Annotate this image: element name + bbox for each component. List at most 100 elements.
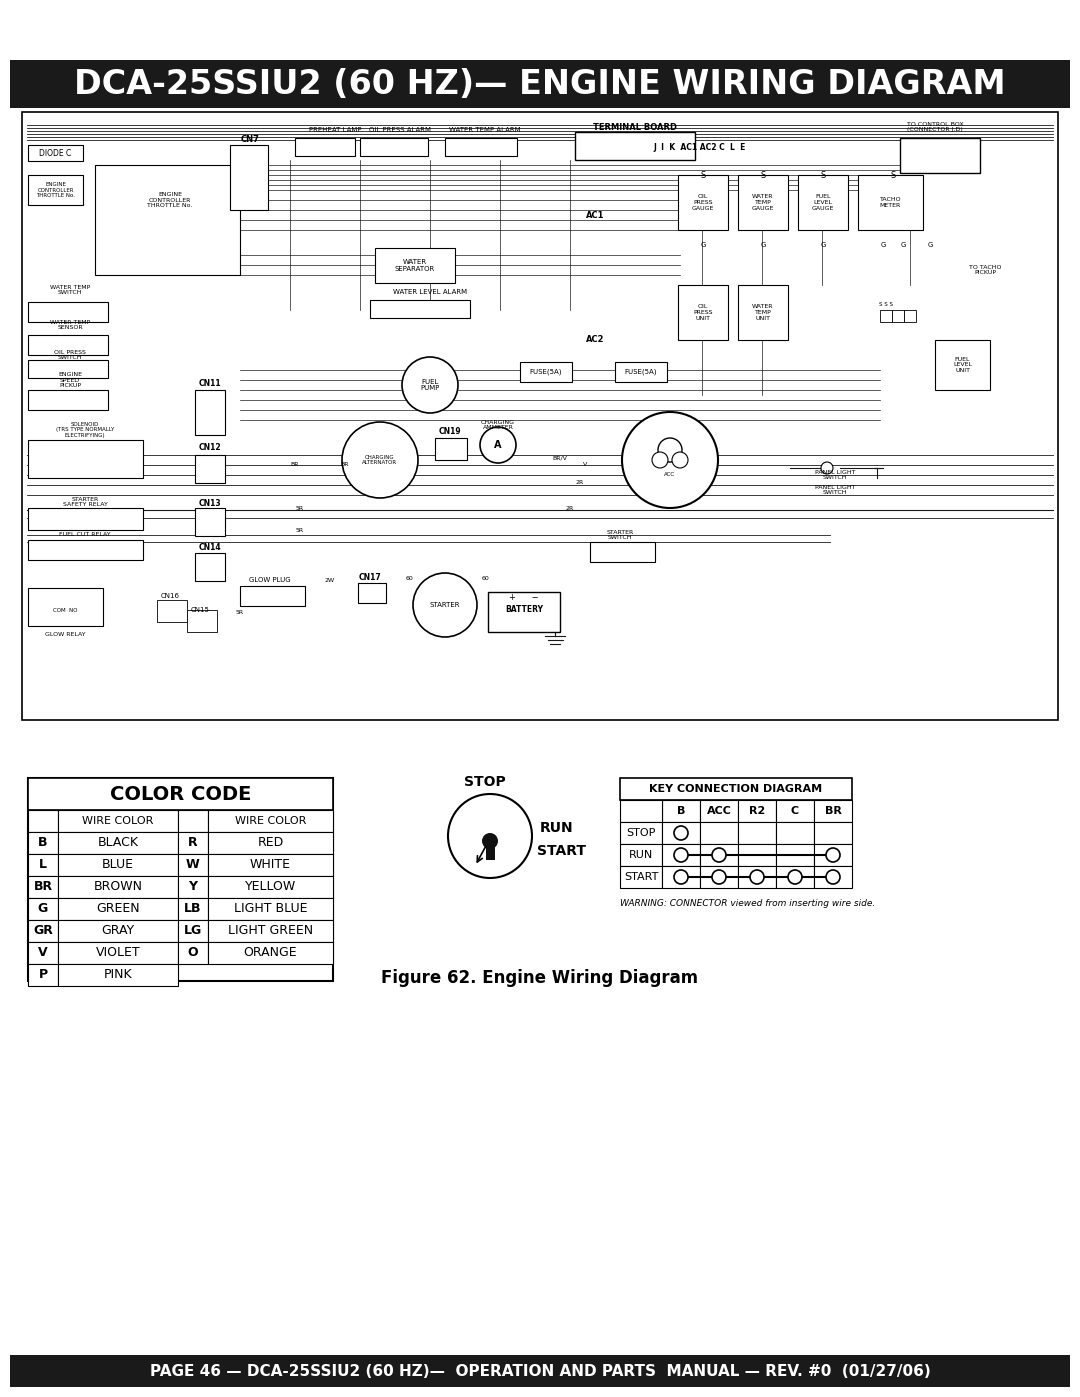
Text: YELLOW: YELLOW xyxy=(245,880,296,894)
Text: V: V xyxy=(38,947,48,960)
Text: G: G xyxy=(700,242,705,249)
Text: LB: LB xyxy=(185,902,202,915)
Text: J  I  K  AC1 AC2 C  L  E: J I K AC1 AC2 C L E xyxy=(653,144,746,152)
Bar xyxy=(178,898,208,921)
Text: GREEN: GREEN xyxy=(96,902,139,915)
Bar xyxy=(678,175,728,231)
Text: Figure 62. Engine Wiring Diagram: Figure 62. Engine Wiring Diagram xyxy=(381,970,699,988)
Text: W: W xyxy=(186,859,200,872)
Bar xyxy=(58,876,178,898)
Bar xyxy=(208,810,333,833)
Text: FUEL
PUMP: FUEL PUMP xyxy=(420,379,440,391)
Bar xyxy=(814,844,852,866)
Bar xyxy=(370,300,470,319)
Text: 5R: 5R xyxy=(235,609,244,615)
Bar xyxy=(678,285,728,339)
Text: WATER TEMP
SWITCH: WATER TEMP SWITCH xyxy=(50,285,90,295)
Bar xyxy=(10,1355,1070,1387)
Bar xyxy=(777,866,814,888)
Text: BR: BR xyxy=(824,806,841,816)
Text: BLUE: BLUE xyxy=(102,859,134,872)
Text: START: START xyxy=(624,872,658,882)
Text: 60: 60 xyxy=(406,576,414,581)
Bar xyxy=(814,866,852,888)
Text: 60: 60 xyxy=(481,576,489,581)
Text: S: S xyxy=(821,170,825,179)
Text: +      −: + − xyxy=(509,594,539,602)
Bar xyxy=(738,844,777,866)
Text: FUSE(5A): FUSE(5A) xyxy=(624,369,658,376)
Text: S: S xyxy=(890,170,895,179)
Circle shape xyxy=(750,870,764,884)
Bar xyxy=(486,835,495,861)
Bar xyxy=(777,821,814,844)
Text: B: B xyxy=(38,837,48,849)
Text: WIRE COLOR: WIRE COLOR xyxy=(82,816,153,826)
Circle shape xyxy=(448,793,532,877)
Circle shape xyxy=(652,453,669,468)
Text: PANEL LIGHT
SWITCH: PANEL LIGHT SWITCH xyxy=(814,485,855,496)
Text: ENGINE
CONTROLLER
THROTTLE No.: ENGINE CONTROLLER THROTTLE No. xyxy=(147,191,192,208)
Text: ACC: ACC xyxy=(706,806,731,816)
Text: S: S xyxy=(760,170,766,179)
Bar xyxy=(58,810,178,833)
Bar xyxy=(700,800,738,821)
Bar xyxy=(880,310,892,321)
Bar xyxy=(28,360,108,379)
Bar xyxy=(22,112,1058,719)
Text: P: P xyxy=(39,968,48,982)
Text: KEY CONNECTION DIAGRAM: KEY CONNECTION DIAGRAM xyxy=(649,784,823,793)
Circle shape xyxy=(482,833,498,849)
Bar xyxy=(178,854,208,876)
Bar xyxy=(738,285,788,339)
Bar xyxy=(777,844,814,866)
Bar xyxy=(28,778,333,810)
Bar xyxy=(488,592,561,631)
Text: WATER LEVEL ALARM: WATER LEVEL ALARM xyxy=(393,289,467,295)
Text: CN12: CN12 xyxy=(199,443,221,453)
Text: R: R xyxy=(188,837,198,849)
Bar xyxy=(58,942,178,964)
Bar xyxy=(28,440,143,478)
Bar xyxy=(662,844,700,866)
Bar xyxy=(28,833,58,854)
Bar xyxy=(620,844,662,866)
Text: COLOR CODE: COLOR CODE xyxy=(110,785,252,803)
Bar xyxy=(28,335,108,355)
Text: STARTER
SWITCH: STARTER SWITCH xyxy=(606,529,634,541)
Text: VIOLET: VIOLET xyxy=(96,947,140,960)
Bar xyxy=(615,362,667,381)
Circle shape xyxy=(674,826,688,840)
Bar xyxy=(620,778,852,800)
Text: GRAY: GRAY xyxy=(102,925,135,937)
Circle shape xyxy=(480,427,516,462)
Text: LIGHT BLUE: LIGHT BLUE xyxy=(233,902,307,915)
Text: CN7: CN7 xyxy=(241,136,259,144)
Text: COM  NO: COM NO xyxy=(53,608,78,612)
Bar xyxy=(28,964,58,986)
Bar xyxy=(892,310,904,321)
Text: DCA-25SSIU2 (60 HZ)— ENGINE WIRING DIAGRAM: DCA-25SSIU2 (60 HZ)— ENGINE WIRING DIAGR… xyxy=(75,67,1005,101)
Bar xyxy=(445,138,517,156)
Text: S S S: S S S xyxy=(879,303,893,307)
Text: C: C xyxy=(791,806,799,816)
Bar xyxy=(178,810,208,833)
Text: BLACK: BLACK xyxy=(97,837,138,849)
Bar xyxy=(900,138,980,173)
Bar xyxy=(28,854,58,876)
Text: CN13: CN13 xyxy=(199,499,221,507)
Text: CHARGING
ALTERNATOR: CHARGING ALTERNATOR xyxy=(363,454,397,465)
Text: PANEL LIGHT
SWITCH: PANEL LIGHT SWITCH xyxy=(814,469,855,481)
Text: WHITE: WHITE xyxy=(249,859,291,872)
Bar xyxy=(28,942,58,964)
Text: LIGHT GREEN: LIGHT GREEN xyxy=(228,925,313,937)
Bar xyxy=(28,810,58,833)
Text: GLOW PLUG: GLOW PLUG xyxy=(249,577,291,583)
Text: WATER
SEPARATOR: WATER SEPARATOR xyxy=(395,258,435,272)
Text: CN11: CN11 xyxy=(199,379,221,387)
Bar xyxy=(58,964,178,986)
Text: B: B xyxy=(677,806,685,816)
Text: STOP: STOP xyxy=(464,775,505,789)
Bar xyxy=(435,439,467,460)
Text: CN19: CN19 xyxy=(438,427,461,436)
